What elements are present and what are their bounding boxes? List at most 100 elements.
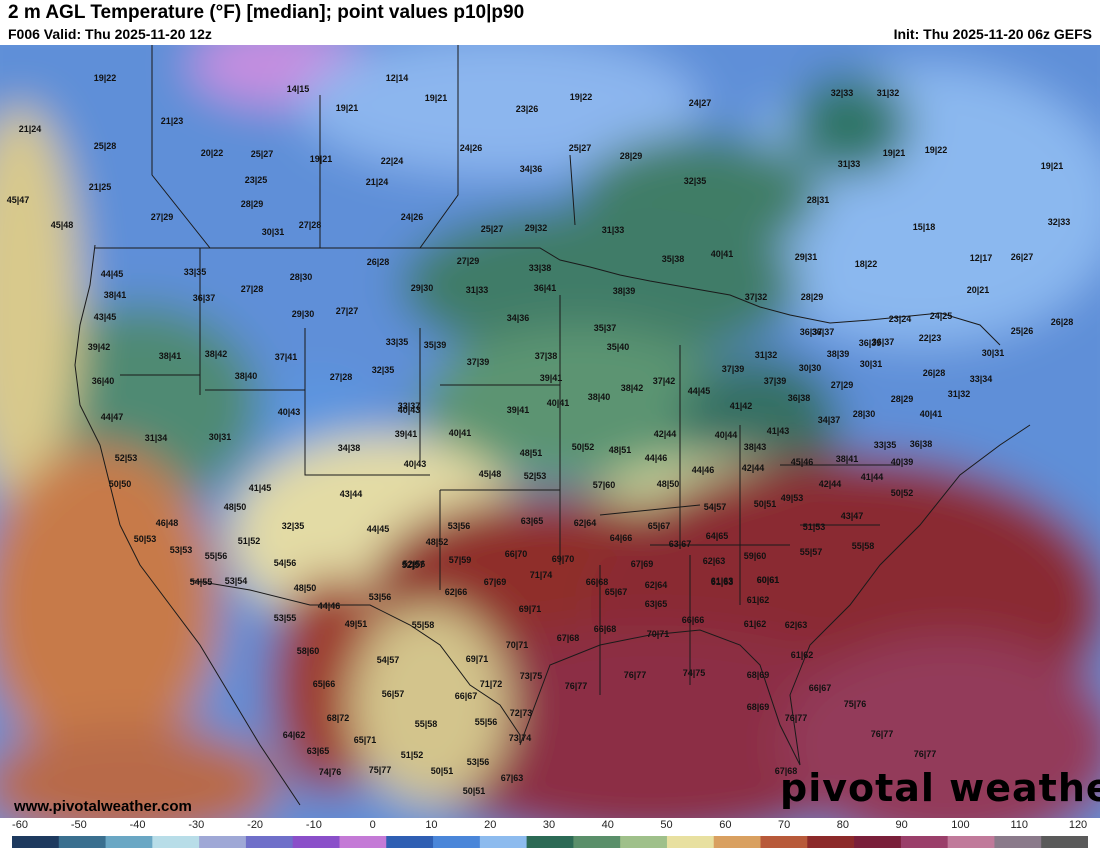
point-value-label: 50|51 bbox=[754, 499, 777, 509]
point-value-label: 21|24 bbox=[19, 124, 42, 134]
point-value-label: 37|32 bbox=[745, 292, 768, 302]
legend-color-swatch bbox=[994, 836, 1042, 848]
point-value-label: 29|30 bbox=[292, 309, 315, 319]
point-value-label: 31|33 bbox=[838, 159, 861, 169]
point-value-label: 27|29 bbox=[831, 380, 854, 390]
point-value-label: 23|24 bbox=[889, 314, 912, 324]
point-value-label: 49|51 bbox=[345, 619, 368, 629]
legend-tick-label: -50 bbox=[70, 819, 87, 831]
point-value-label: 41|44 bbox=[861, 472, 884, 482]
legend-color-swatch bbox=[479, 836, 528, 848]
point-value-label: 44|45 bbox=[688, 386, 711, 396]
point-value-label: 40|43 bbox=[398, 405, 421, 415]
point-value-label: 32|35 bbox=[684, 176, 707, 186]
legend-color-swatch bbox=[245, 836, 294, 848]
point-value-label: 40|43 bbox=[278, 407, 301, 417]
point-value-label: 63|65 bbox=[307, 746, 330, 756]
point-value-label: 75|77 bbox=[369, 765, 392, 775]
point-value-label: 65|67 bbox=[648, 521, 671, 531]
point-value-label: 60|61 bbox=[757, 575, 780, 585]
legend-color-swatch bbox=[900, 836, 949, 848]
point-value-label: 21|24 bbox=[366, 177, 389, 187]
point-value-label: 53|54 bbox=[225, 576, 248, 586]
legend-tick-label: -20 bbox=[247, 819, 264, 831]
point-value-label: 32|35 bbox=[372, 365, 395, 375]
point-value-label: 35|39 bbox=[424, 340, 447, 350]
point-value-label: 29|32 bbox=[525, 223, 548, 233]
point-value-label: 36|38 bbox=[788, 393, 811, 403]
point-value-label: 30|30 bbox=[799, 363, 822, 373]
point-value-label: 22|23 bbox=[919, 333, 942, 343]
point-value-label: 70|71 bbox=[647, 629, 670, 639]
legend-color-swatch bbox=[760, 836, 808, 848]
point-value-label: 40|41 bbox=[920, 409, 943, 419]
point-value-label: 35|37 bbox=[594, 323, 617, 333]
point-value-label: 36|39 bbox=[859, 338, 882, 348]
legend-tick-label: 90 bbox=[895, 819, 908, 831]
temperature-map[interactable]: 19|22 12|14 14|15 19|21 23|26 19|22 24|27 32|33… bbox=[0, 45, 1100, 818]
point-value-label: 24|27 bbox=[689, 98, 712, 108]
point-value-label: 32|33 bbox=[1048, 217, 1071, 227]
point-value-label: 76|77 bbox=[624, 670, 647, 680]
point-value-label: 27|29 bbox=[151, 212, 174, 222]
legend-ticks: -60 -50 -40 -30 -20 -10 0 10 20 30 40 50 60 70 80 90 100… bbox=[0, 818, 1100, 834]
point-value-label: 53|56 bbox=[467, 757, 490, 767]
point-value-label: 63|65 bbox=[645, 599, 668, 609]
point-values: 19|22 12|14 14|15 19|21 23|26 19|22 24|27 32|33… bbox=[7, 73, 1074, 796]
point-value-label: 50|52 bbox=[891, 488, 914, 498]
point-value-label: 25|27 bbox=[481, 224, 504, 234]
point-value-label: 66|67 bbox=[455, 691, 478, 701]
legend-color-swatch bbox=[713, 836, 762, 848]
point-value-label: 44|47 bbox=[101, 412, 124, 422]
point-value-label: 69|71 bbox=[519, 604, 542, 614]
point-value-label: 53|56 bbox=[448, 521, 471, 531]
legend-tick-label: 50 bbox=[660, 819, 673, 831]
legend-color-swatch bbox=[12, 836, 60, 848]
point-value-label: 31|33 bbox=[466, 285, 489, 295]
point-value-label: 37|39 bbox=[467, 357, 490, 367]
point-value-label: 64|65 bbox=[706, 531, 729, 541]
point-value-label: 69|71 bbox=[466, 654, 489, 664]
point-value-label: 34|36 bbox=[520, 164, 543, 174]
point-value-label: 72|73 bbox=[510, 708, 533, 718]
point-value-label: 55|57 bbox=[800, 547, 823, 557]
point-value-label: 55|56 bbox=[475, 717, 498, 727]
point-value-label: 34|36 bbox=[507, 313, 530, 323]
point-value-label: 15|18 bbox=[913, 222, 936, 232]
point-value-label: 37|39 bbox=[722, 364, 745, 374]
point-value-label: 33|35 bbox=[874, 440, 897, 450]
point-value-label: 52|53 bbox=[524, 471, 547, 481]
point-value-label: 19|22 bbox=[570, 92, 593, 102]
point-value-label: 60|61 bbox=[757, 575, 780, 585]
point-value-label: 43|45 bbox=[94, 312, 117, 322]
point-value-label: 45|46 bbox=[791, 457, 814, 467]
legend-color-swatch bbox=[292, 836, 341, 848]
point-value-label: 56|57 bbox=[382, 689, 405, 699]
point-value-label: 76|77 bbox=[871, 729, 894, 739]
legend-tick-label: 30 bbox=[542, 819, 556, 831]
point-value-label: 62|64 bbox=[645, 580, 668, 590]
point-value-label: 51|53 bbox=[803, 522, 826, 532]
point-value-label: 57|60 bbox=[593, 480, 616, 490]
point-value-label: 36|40 bbox=[92, 376, 115, 386]
point-value-label: 64|66 bbox=[610, 533, 633, 543]
point-value-label: 52|56 bbox=[403, 559, 426, 569]
point-value-label: 26|28 bbox=[923, 368, 946, 378]
point-value-label: 40|41 bbox=[449, 428, 472, 438]
point-value-label: 45|47 bbox=[7, 195, 30, 205]
point-value-label: 27|28 bbox=[330, 372, 353, 382]
point-value-label: 76|77 bbox=[565, 681, 588, 691]
legend-color-swatch bbox=[1041, 836, 1088, 848]
point-value-label: 63|67 bbox=[669, 539, 692, 549]
point-value-label: 36|37 bbox=[872, 337, 895, 347]
point-value-label: 43|47 bbox=[841, 511, 864, 521]
point-value-label: 65|71 bbox=[354, 735, 377, 745]
point-value-label: 25|26 bbox=[1011, 326, 1034, 336]
point-value-label: 67|68 bbox=[557, 633, 580, 643]
legend-tick-label: 40 bbox=[601, 819, 614, 831]
point-value-label: 20|22 bbox=[201, 148, 224, 158]
us-mexico-border bbox=[189, 579, 521, 736]
point-value-label: 19|21 bbox=[336, 103, 359, 113]
point-value-label: 29|31 bbox=[795, 252, 818, 262]
point-value-label: 75|76 bbox=[844, 699, 867, 709]
